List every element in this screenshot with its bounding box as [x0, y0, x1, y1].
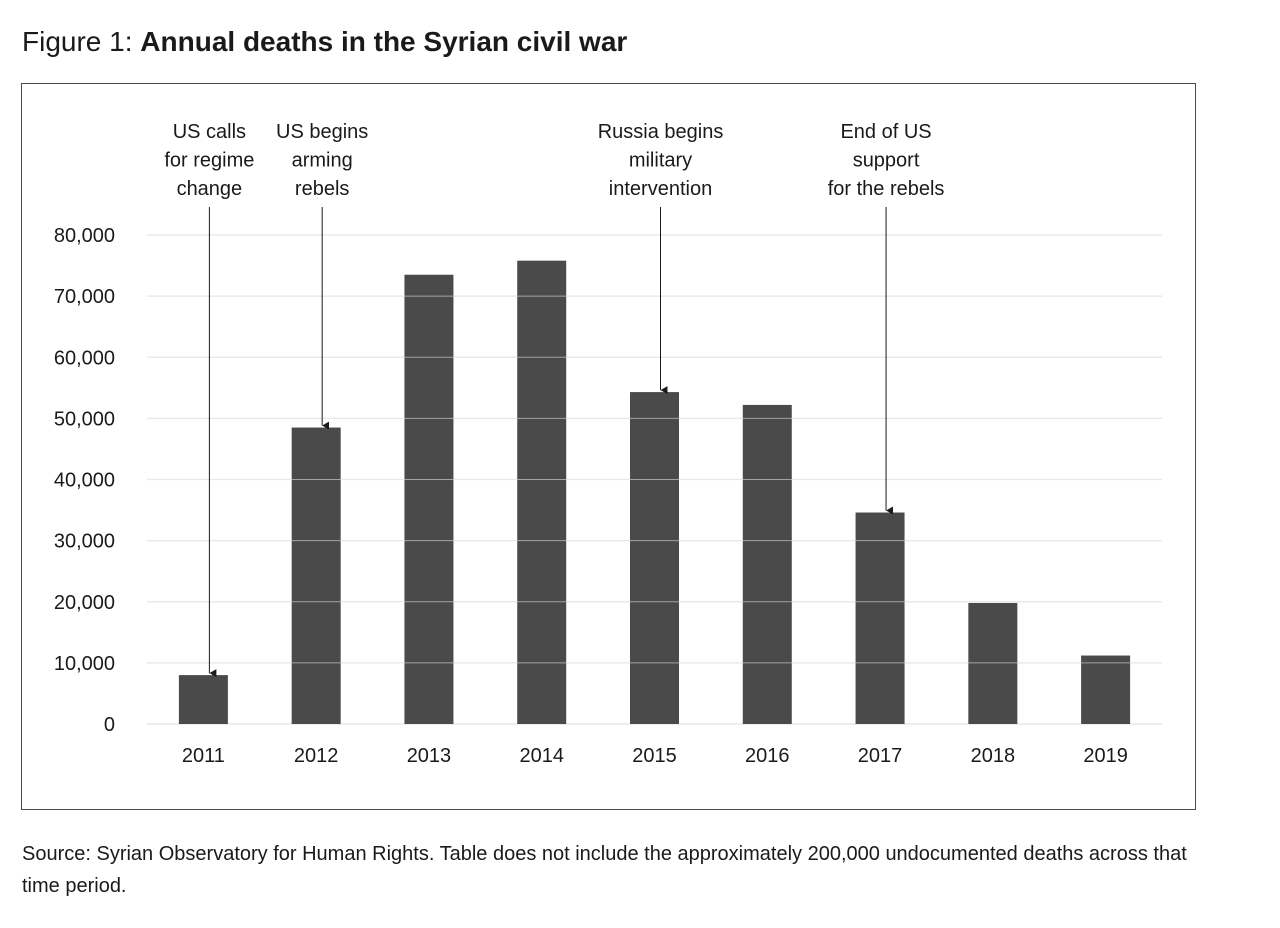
bar-2012 [291, 427, 341, 724]
annotation-label: for the rebels [828, 178, 945, 200]
y-tick-label: 60,000 [54, 347, 115, 369]
y-tick-label: 40,000 [54, 470, 115, 492]
bar-2011 [178, 675, 228, 724]
bar-2015 [630, 392, 679, 724]
figure-title: Figure 1: Annual deaths in the Syrian ci… [22, 24, 627, 60]
bar-2019 [1081, 655, 1131, 724]
x-tick-label: 2013 [407, 745, 452, 767]
y-tick-label: 50,000 [54, 408, 115, 430]
annotation-2011: US calls for regime change [164, 121, 254, 678]
bar-2014 [517, 260, 567, 724]
annotation-label: military [629, 150, 692, 172]
annotation-label: arming [292, 150, 353, 172]
chart-title: Annual deaths in the Syrian civil war [140, 26, 628, 57]
annotation-label: intervention [609, 178, 712, 200]
y-tick-label: 30,000 [54, 531, 115, 553]
x-axis-tick-labels: 2011 2012 2013 2014 2015 2016 2017 2018 2019 [182, 745, 1128, 767]
y-tick-label: 80,000 [54, 225, 115, 247]
annotation-label: for regime [164, 150, 254, 172]
y-tick-label: 0 [104, 714, 115, 736]
x-tick-label: 2018 [971, 745, 1016, 767]
annotations: US calls for regime change US begins arming r… [164, 121, 945, 678]
x-tick-label: 2016 [745, 745, 790, 767]
bar-2016 [742, 404, 792, 724]
x-tick-label: 2015 [632, 745, 677, 767]
annotation-label: change [177, 178, 243, 200]
y-tick-label: 20,000 [54, 592, 115, 614]
annotation-2015: Russia begins military intervention [598, 121, 724, 395]
annotation-label: US begins [276, 121, 368, 143]
annotation-label: support [853, 150, 920, 172]
annotation-label: Russia begins [598, 121, 724, 143]
x-tick-label: 2014 [519, 745, 564, 767]
y-tick-label: 10,000 [54, 653, 115, 675]
annotation-label: End of US [840, 121, 931, 143]
bars [147, 234, 1162, 724]
bar-2017 [855, 512, 905, 724]
bar-2013 [404, 274, 454, 724]
bar-chart: 0 10,000 20,000 30,000 40,000 50,000 60,000 70,… [54, 121, 1162, 767]
source-note: Source: Syrian Observatory for Human Rig… [22, 843, 1187, 897]
y-tick-label: 70,000 [54, 286, 115, 308]
annotation-2012: US begins arming rebels [276, 121, 368, 430]
annotation-label: US calls [173, 121, 246, 143]
figure-number: Figure 1: [22, 26, 133, 57]
x-tick-label: 2011 [182, 745, 225, 767]
chart-frame: 0 10,000 20,000 30,000 40,000 50,000 60,000 70,… [21, 83, 1196, 810]
x-tick-label: 2019 [1083, 745, 1128, 767]
y-axis-tick-labels: 0 10,000 20,000 30,000 40,000 50,000 60,000 70,… [54, 225, 115, 736]
x-tick-label: 2012 [294, 745, 339, 767]
x-tick-label: 2017 [858, 745, 903, 767]
annotation-label: rebels [295, 178, 349, 200]
bar-2018 [968, 602, 1018, 724]
annotation-2017: End of US support for the rebels [828, 121, 945, 515]
